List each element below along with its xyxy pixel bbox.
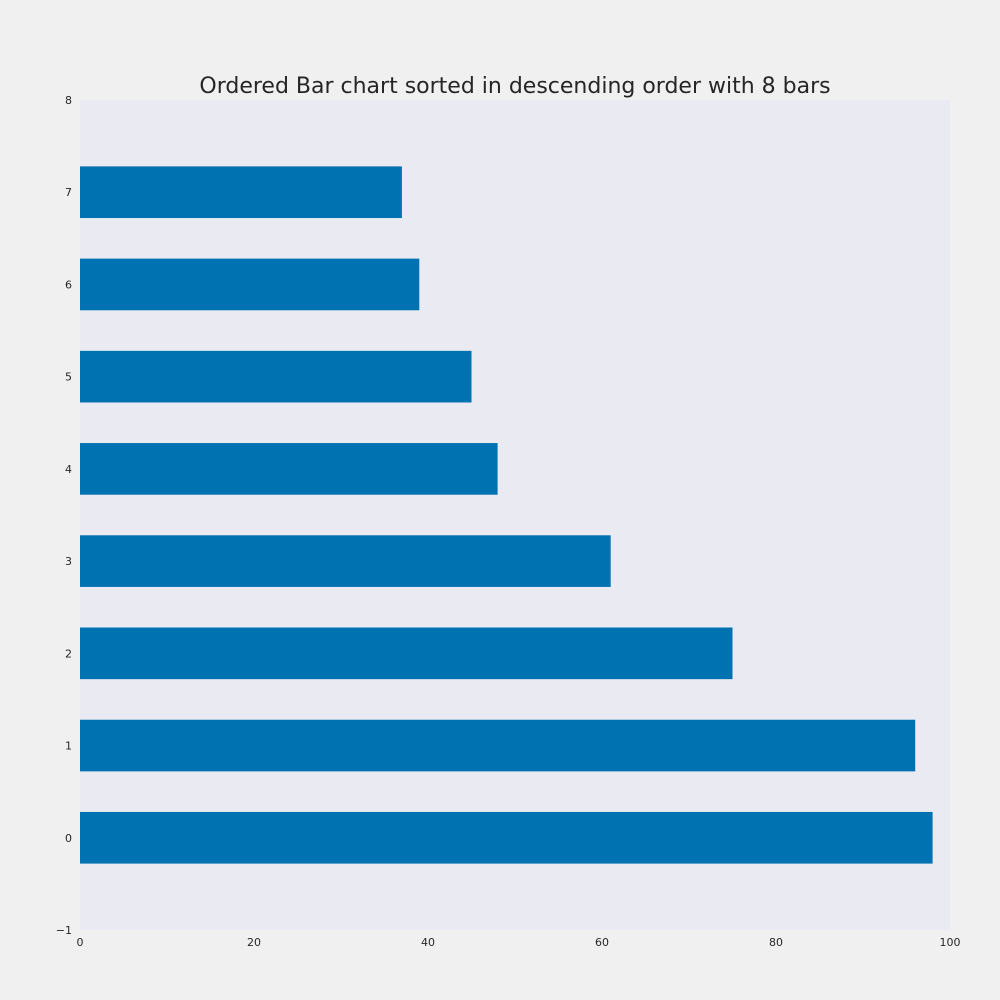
bar-6 <box>80 258 420 311</box>
chart-title: Ordered Bar chart sorted in descending o… <box>199 74 830 99</box>
x-axis-ticks: 0 20 40 60 80 100 <box>77 936 961 949</box>
y-tick-label: 1 <box>65 740 72 753</box>
bar-4 <box>80 443 498 495</box>
bar-2 <box>80 627 733 680</box>
plot-area <box>80 100 950 930</box>
y-tick-label: 6 <box>65 278 72 291</box>
y-axis-ticks: −1 0 1 2 3 4 5 6 7 8 <box>56 94 72 937</box>
x-tick-label: 60 <box>595 936 609 949</box>
bar-1 <box>80 719 916 772</box>
y-tick-label: 7 <box>65 186 72 199</box>
bar-0 <box>80 811 933 864</box>
x-tick-label: 0 <box>77 936 84 949</box>
bar-3 <box>80 535 611 587</box>
y-tick-label: 4 <box>65 463 72 476</box>
y-tick-label: 5 <box>65 371 72 384</box>
x-tick-label: 80 <box>769 936 783 949</box>
x-tick-label: 40 <box>421 936 435 949</box>
bar-7 <box>80 166 402 219</box>
y-tick-label: 3 <box>65 555 72 568</box>
x-tick-label: 100 <box>940 936 961 949</box>
bar-5 <box>80 350 472 403</box>
y-tick-label: −1 <box>56 924 72 937</box>
y-tick-label: 2 <box>65 647 72 660</box>
y-tick-label: 0 <box>65 832 72 845</box>
y-tick-label: 8 <box>65 94 72 107</box>
bars <box>80 166 933 864</box>
x-tick-label: 20 <box>247 936 261 949</box>
